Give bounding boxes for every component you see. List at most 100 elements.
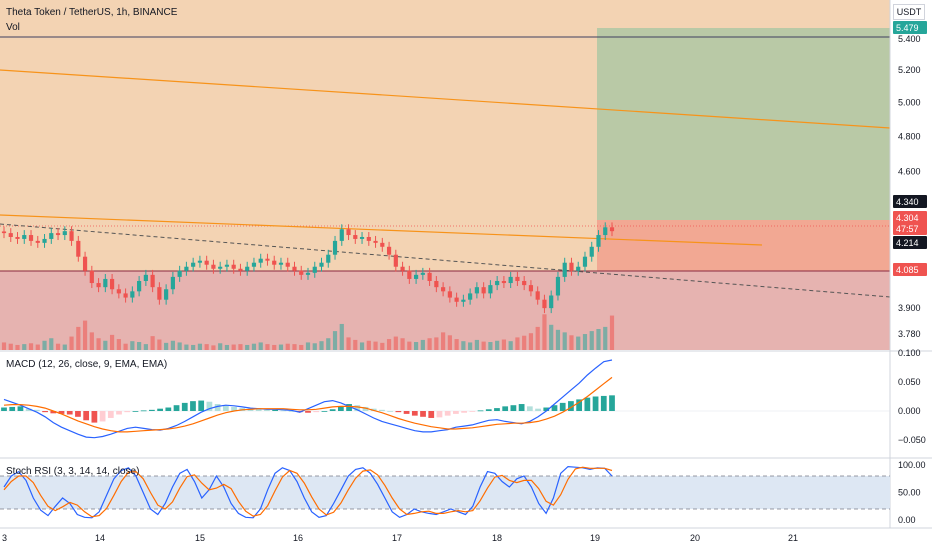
candle-body bbox=[224, 264, 230, 267]
volume-bar bbox=[413, 342, 419, 350]
candle-body bbox=[359, 236, 365, 239]
x-tick-label: 19 bbox=[590, 533, 600, 543]
candle-body bbox=[332, 240, 338, 255]
price-tag bbox=[893, 236, 927, 249]
volume-bar bbox=[177, 342, 182, 350]
macd-histogram-bar bbox=[99, 411, 106, 422]
macd-histogram-bar bbox=[551, 405, 558, 411]
x-tick-label: 17 bbox=[392, 533, 402, 543]
candle-body bbox=[35, 240, 40, 243]
candle-body bbox=[137, 280, 142, 292]
dashed-trendline[interactable] bbox=[0, 223, 891, 298]
macd-histogram-bar bbox=[502, 406, 509, 411]
volume-bar bbox=[346, 337, 351, 350]
stoch-panel bbox=[3, 465, 613, 519]
price-tick-label: 5.400 bbox=[898, 34, 921, 44]
volume-bar bbox=[339, 323, 344, 350]
macd-histogram-bar bbox=[107, 411, 114, 418]
x-tick-label: 18 bbox=[492, 533, 502, 543]
candle-body bbox=[55, 233, 61, 236]
macd-histogram-bar bbox=[9, 406, 16, 411]
price-candles bbox=[1, 222, 615, 314]
price-tag bbox=[893, 263, 927, 276]
volume-bar bbox=[609, 315, 615, 350]
volume-bar bbox=[555, 329, 561, 350]
candle-body bbox=[522, 280, 527, 286]
volume-bar bbox=[184, 344, 189, 350]
macd-histogram-bar bbox=[354, 405, 361, 411]
volume-bar bbox=[461, 341, 466, 350]
macd-histogram-bar bbox=[609, 395, 615, 411]
x-tick-label: 21 bbox=[788, 533, 798, 543]
currency-label[interactable]: USDT bbox=[893, 4, 925, 20]
volume-bar bbox=[353, 339, 358, 350]
volume-bars bbox=[1, 314, 615, 350]
volume-bar bbox=[197, 343, 203, 350]
candle-body bbox=[562, 262, 567, 277]
macd-histogram-bar bbox=[337, 406, 344, 411]
macd-histogram-bar bbox=[214, 404, 221, 411]
candle-body bbox=[380, 242, 385, 247]
macd-histogram-bar bbox=[403, 411, 410, 414]
candle-body bbox=[501, 280, 507, 284]
macd-tick-label: −0.050 bbox=[898, 435, 926, 445]
candle-body bbox=[353, 235, 358, 239]
volume-bar bbox=[326, 338, 331, 350]
candle-body bbox=[346, 229, 351, 236]
candle-body bbox=[542, 299, 547, 309]
volume-bar bbox=[427, 338, 432, 350]
candle-body bbox=[481, 287, 486, 294]
macd-histogram-bar bbox=[190, 401, 196, 411]
candle-body bbox=[609, 227, 615, 232]
candle-body bbox=[272, 260, 277, 265]
price-tick-label: 5.200 bbox=[898, 65, 921, 75]
volume-bar bbox=[62, 344, 67, 350]
candle-body bbox=[312, 266, 317, 273]
volume-bar bbox=[515, 337, 520, 350]
macd-histogram-bar bbox=[165, 407, 172, 411]
volume-bar bbox=[380, 342, 385, 350]
price-tag-label: 4.085 bbox=[896, 265, 919, 275]
volume-bar bbox=[116, 339, 121, 350]
candle-body bbox=[461, 299, 466, 302]
volume-bar bbox=[522, 335, 527, 350]
candle-body bbox=[299, 270, 304, 275]
volume-bar bbox=[265, 344, 270, 350]
volume-bar bbox=[535, 326, 540, 350]
volume-bar bbox=[305, 342, 311, 350]
candle-body bbox=[116, 289, 121, 294]
volume-bar bbox=[15, 344, 20, 350]
candle-body bbox=[143, 274, 148, 281]
macd-panel bbox=[1, 359, 615, 439]
macd-histogram-bar bbox=[576, 399, 583, 411]
candle-body bbox=[103, 278, 108, 288]
volume-bar bbox=[224, 344, 230, 350]
macd-histogram-bar bbox=[17, 406, 24, 411]
volume-bar bbox=[373, 341, 378, 350]
candle-body bbox=[28, 235, 34, 241]
macd-histogram-bar bbox=[379, 409, 385, 411]
macd-histogram-bar bbox=[453, 411, 459, 414]
macd-histogram-bar bbox=[42, 411, 48, 413]
volume-bar bbox=[137, 342, 142, 350]
candle-body bbox=[15, 236, 20, 239]
macd-histogram-bar bbox=[329, 409, 336, 411]
macd-histogram-bar bbox=[83, 411, 90, 421]
orange-lower-trendline[interactable] bbox=[0, 214, 763, 246]
volume-bar bbox=[130, 341, 135, 350]
price-tag bbox=[893, 211, 927, 224]
volume-bar bbox=[278, 344, 284, 350]
volume-bar bbox=[211, 345, 216, 350]
candle-body bbox=[407, 270, 412, 279]
candle-body bbox=[366, 236, 371, 241]
macd-histogram-bar bbox=[280, 410, 287, 412]
candle-body bbox=[177, 270, 182, 277]
candle-body bbox=[434, 280, 439, 288]
orange-upper-trendline[interactable] bbox=[0, 69, 891, 129]
macd-histogram-bar bbox=[140, 410, 147, 412]
volume-bar bbox=[332, 331, 338, 350]
candle-body bbox=[245, 266, 250, 271]
candle-body bbox=[170, 276, 175, 290]
stoch-tick-label: 100.00 bbox=[898, 460, 926, 470]
price-tag-label: 4.340 bbox=[896, 197, 919, 207]
